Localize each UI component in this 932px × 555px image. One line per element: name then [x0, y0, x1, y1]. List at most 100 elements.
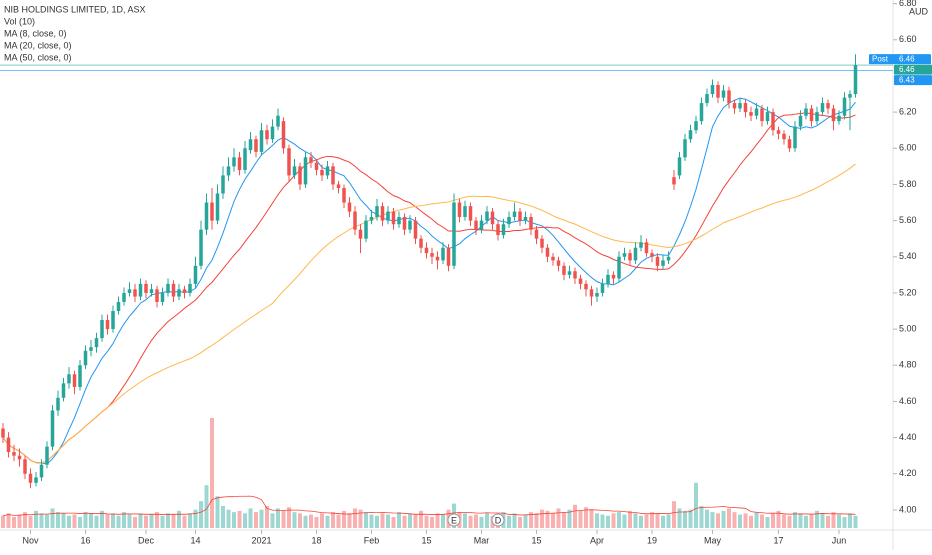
candle-body — [644, 242, 649, 254]
volume-bar — [474, 514, 478, 528]
candle-body — [556, 260, 561, 266]
candle-body — [23, 459, 27, 474]
candle-body — [562, 265, 566, 275]
volume-bar — [182, 515, 187, 528]
indicator-label: Vol (10) — [4, 16, 35, 26]
candle-body — [127, 289, 132, 293]
candle-body — [628, 253, 632, 261]
candle-body — [738, 103, 742, 109]
indicator-label: MA (20, close, 0) — [4, 40, 72, 50]
ma-line — [2, 97, 856, 465]
volume-bar — [309, 514, 313, 528]
volume-bar — [243, 513, 247, 528]
candle-body — [683, 139, 687, 158]
candle-body — [479, 220, 484, 230]
volume-bar — [435, 513, 440, 528]
candle-body — [793, 126, 797, 149]
candle-body — [578, 278, 583, 284]
volume-bar — [644, 514, 649, 528]
candle-body — [56, 397, 60, 411]
x-tick-label: Feb — [364, 535, 380, 545]
event-marker — [491, 513, 505, 527]
volume-bar — [551, 513, 555, 528]
candle-body — [606, 274, 610, 284]
candle-body — [721, 90, 726, 98]
volume-bar — [606, 515, 610, 528]
candle-body — [809, 108, 814, 122]
candle-body — [138, 283, 143, 297]
candle-body — [408, 220, 412, 230]
x-tick-label: 14 — [190, 535, 200, 545]
candle-body — [518, 211, 522, 221]
volume-bar — [562, 512, 566, 528]
candle-body — [61, 383, 66, 398]
candle-body — [771, 112, 775, 131]
candle-body — [149, 289, 154, 293]
y-tick-label: 5.40 — [899, 251, 917, 261]
volume-bar — [809, 514, 814, 528]
volume-bar — [413, 514, 418, 528]
candle-body — [699, 103, 704, 122]
plot — [1, 54, 858, 528]
volume-bar — [281, 510, 286, 528]
candle-body — [89, 347, 93, 351]
volume-bar — [650, 512, 654, 528]
volume-bar — [248, 508, 253, 528]
volume-bar — [50, 508, 55, 528]
candle-body — [430, 253, 434, 257]
price-label: 6.43 — [899, 76, 915, 85]
volume-bar — [732, 512, 737, 528]
indicator-label: MA (8, close, 0) — [4, 28, 67, 38]
candle-body — [677, 157, 682, 176]
volume-bar — [28, 515, 33, 528]
candle-body — [782, 133, 786, 140]
candle-body — [446, 247, 451, 266]
volume-bar — [122, 512, 126, 528]
candle-body — [633, 247, 638, 261]
y-tick-label: 5.60 — [899, 215, 917, 225]
volume-bar — [655, 513, 660, 528]
candle-body — [848, 94, 852, 98]
volume-bar — [545, 510, 550, 528]
candle-body — [94, 338, 99, 348]
candle-body — [72, 374, 77, 387]
candle-body — [347, 202, 352, 212]
candle-body — [320, 169, 324, 176]
x-tick-label: Jun — [832, 535, 847, 545]
volume-bar — [666, 514, 671, 528]
candle-body — [402, 216, 407, 230]
y-tick-label: 6.20 — [899, 106, 917, 116]
y-tick-label: 5.20 — [899, 287, 917, 297]
candle-body — [490, 211, 495, 225]
candle-body — [17, 455, 22, 460]
volume-bar — [364, 512, 368, 528]
candle-body — [595, 292, 599, 297]
volume-bar — [347, 513, 352, 528]
volume-bar — [193, 509, 198, 528]
x-tick-label: 15 — [421, 535, 431, 545]
event-label: E — [451, 515, 457, 525]
candle-body — [39, 464, 44, 478]
candle-body — [413, 220, 418, 239]
candle-body — [485, 211, 489, 221]
candle-body — [298, 166, 302, 185]
volume-bar — [314, 517, 319, 528]
candle-body — [826, 103, 830, 109]
x-tick-label: Dec — [138, 535, 155, 545]
indicator-label: MA (50, close, 0) — [4, 52, 72, 62]
volume-bar — [716, 513, 720, 528]
candle-body — [221, 175, 225, 194]
candle-body — [452, 202, 456, 266]
candle-body — [342, 188, 346, 203]
candle-body — [375, 206, 379, 217]
volume-bar — [661, 515, 665, 528]
volume-bar — [391, 517, 396, 528]
candle-body — [474, 220, 478, 230]
candle-body — [105, 320, 110, 330]
candle-body — [435, 256, 440, 261]
candle-body — [540, 238, 544, 248]
volume-bar — [100, 510, 104, 528]
candle-body — [754, 108, 759, 116]
volume-bar — [672, 501, 676, 528]
y-tick-label: 4.80 — [899, 360, 917, 370]
